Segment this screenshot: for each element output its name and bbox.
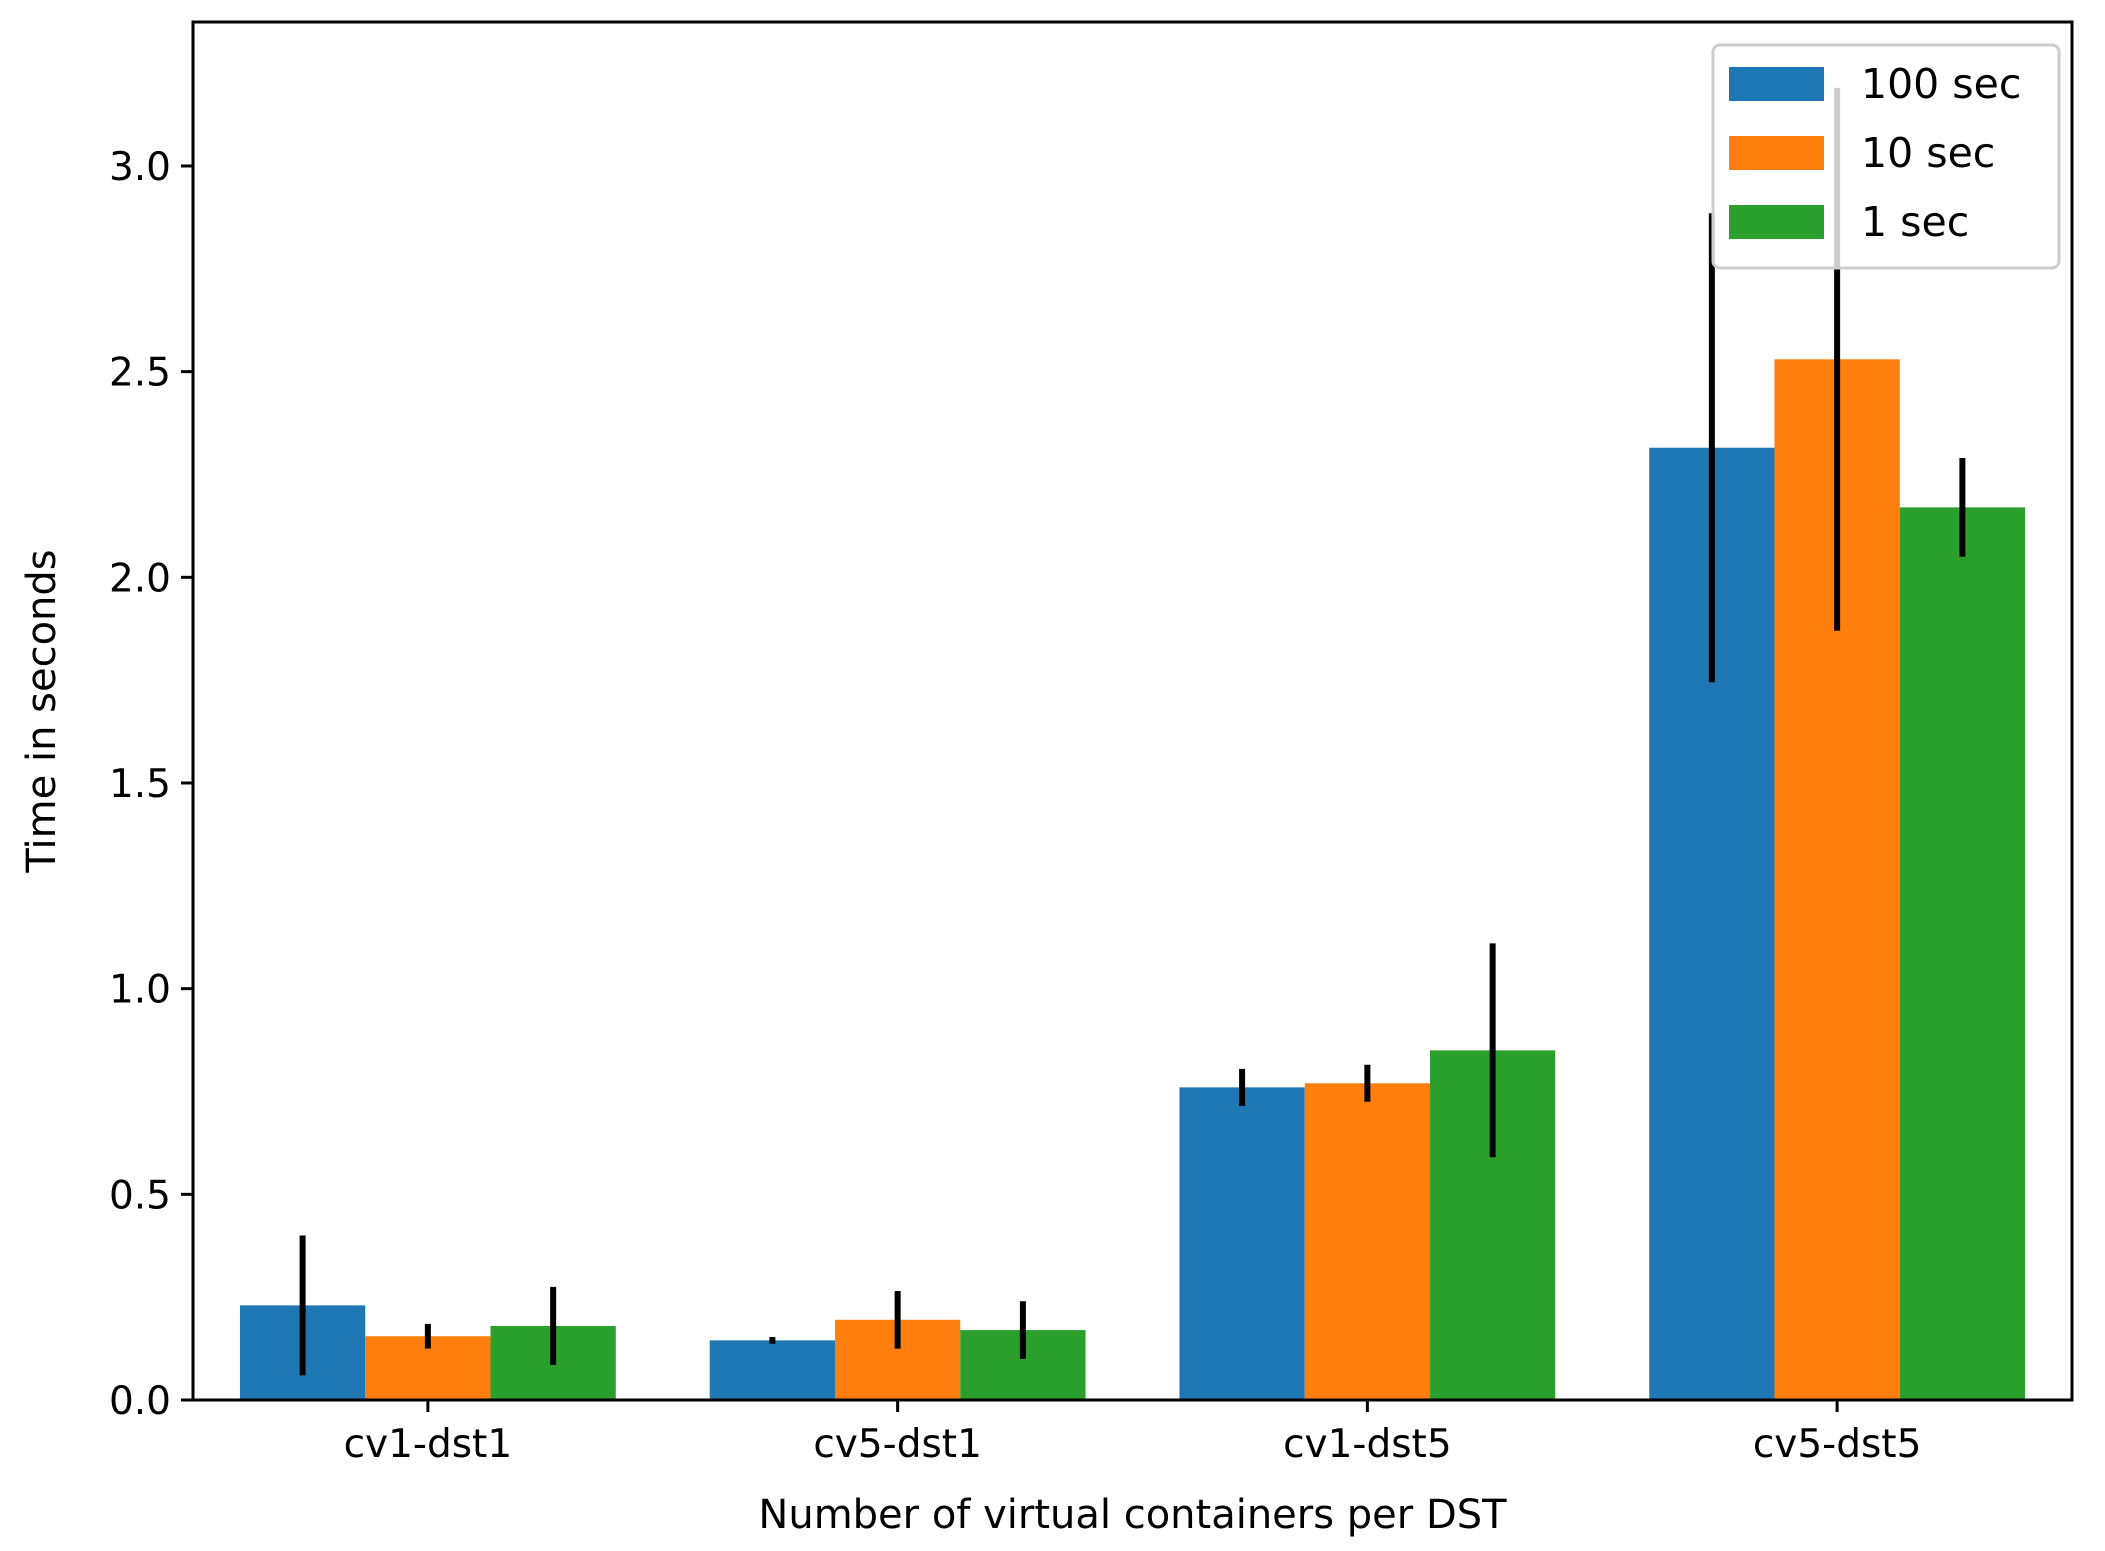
- x-tick-label: cv1-dst1: [344, 1422, 513, 1467]
- legend-swatch-10-sec: [1729, 136, 1824, 170]
- bar-10-sec-cv1-dst5: [1304, 1083, 1431, 1400]
- x-axis-title: Number of virtual containers per DST: [758, 1492, 1507, 1538]
- legend-label-100-sec: 100 sec: [1861, 60, 2021, 108]
- x-axis: cv1-dst1 cv5-dst1 cv1-dst5 cv5-dst5: [344, 1400, 1922, 1467]
- legend-swatch-1-sec: [1729, 205, 1824, 239]
- legend-swatch-100-sec: [1729, 67, 1824, 101]
- bar-100-sec-cv5-dst1: [709, 1340, 835, 1400]
- y-tick-label: 0.0: [109, 1379, 171, 1424]
- legend: 100 sec 10 sec 1 sec: [1711, 43, 2061, 270]
- x-tick-label: cv5-dst1: [813, 1422, 982, 1467]
- x-tick-label: cv5-dst5: [1753, 1422, 1922, 1467]
- y-axis: 0.0 0.5 1.0 1.5 2.0 2.5 3.0: [109, 145, 193, 1424]
- y-tick-label: 2.5: [109, 351, 171, 396]
- y-tick-label: 1.5: [109, 762, 171, 807]
- y-axis-title: Time in seconds: [19, 549, 65, 873]
- bar-1-sec-cv5-dst5: [1899, 507, 2026, 1400]
- plot-frame: [191, 20, 2074, 1402]
- legend-label-1-sec: 1 sec: [1861, 198, 1969, 246]
- y-tick-label: 2.0: [109, 556, 171, 601]
- bar-100-sec-cv1-dst5: [1179, 1087, 1305, 1400]
- bars-layer: [239, 359, 2026, 1400]
- y-tick-label: 1.0: [109, 968, 171, 1013]
- y-tick-label: 0.5: [109, 1173, 171, 1218]
- legend-label-10-sec: 10 sec: [1861, 129, 1995, 177]
- y-tick-label: 3.0: [109, 145, 171, 190]
- x-tick-label: cv1-dst5: [1283, 1422, 1452, 1467]
